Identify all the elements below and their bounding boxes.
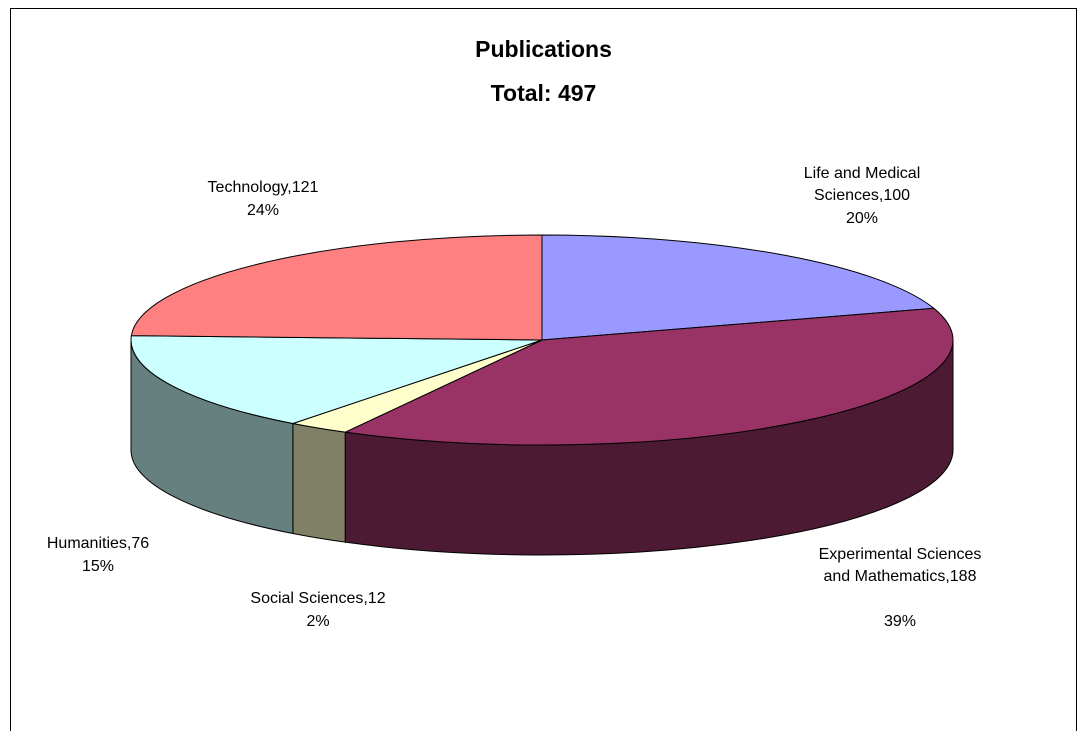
data-label: Life and Medical Sciences,100 bbox=[803, 165, 921, 204]
chart-title: Publications bbox=[475, 36, 612, 62]
percent-label: 20% bbox=[845, 210, 879, 227]
percent-label: 15% bbox=[81, 558, 115, 575]
data-label: Experimental Sciences and Mathematics,18… bbox=[818, 546, 982, 585]
data-label: Humanities,76 bbox=[46, 535, 150, 552]
slice bbox=[343, 307, 954, 446]
percent-label: 24% bbox=[246, 202, 280, 219]
slice bbox=[541, 234, 936, 341]
chart-border bbox=[10, 8, 1077, 731]
slice bbox=[130, 234, 543, 341]
slice bbox=[130, 335, 543, 425]
slice-side bbox=[292, 422, 346, 543]
percent-label: 39% bbox=[883, 613, 917, 630]
data-label: Technology,121 bbox=[207, 179, 319, 196]
chart-subtitle: Total: 497 bbox=[490, 80, 597, 106]
data-label: Social Sciences,12 bbox=[250, 590, 386, 607]
percent-label: 2% bbox=[306, 613, 330, 630]
